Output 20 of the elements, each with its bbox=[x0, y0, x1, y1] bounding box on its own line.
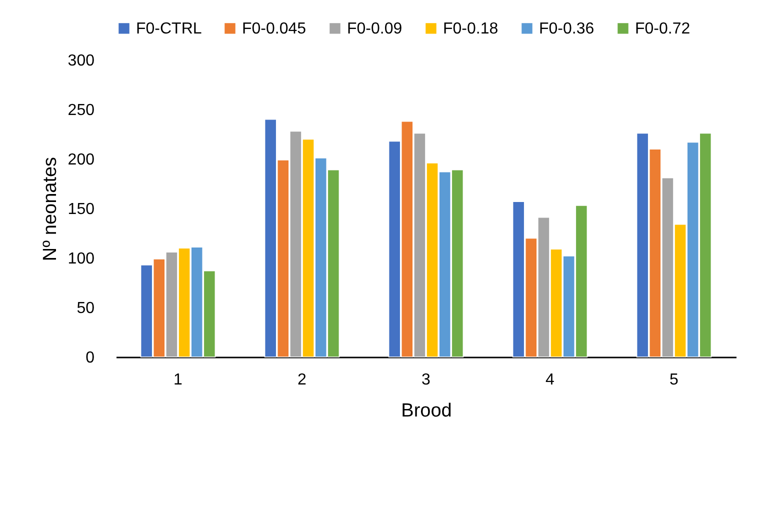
legend-label: F0-0.36 bbox=[539, 20, 594, 38]
y-tick-label: 250 bbox=[68, 102, 95, 119]
legend-label: F0-0.09 bbox=[347, 20, 402, 38]
y-tick-label: 50 bbox=[76, 300, 95, 317]
legend-label: F0-0.72 bbox=[635, 20, 690, 38]
y-tick-label: 200 bbox=[68, 152, 95, 168]
x-tick-label: 4 bbox=[546, 372, 555, 388]
x-tick-label: 3 bbox=[422, 372, 431, 388]
x-tick-label: 5 bbox=[670, 372, 679, 388]
y-tick-label: 100 bbox=[68, 250, 95, 268]
y-tick-label: 0 bbox=[86, 350, 95, 366]
legend-label: F0-0.045 bbox=[242, 20, 306, 38]
y-tick-label: 300 bbox=[68, 52, 95, 70]
x-axis-title: Brood bbox=[401, 400, 452, 422]
legend-label: F0-CTRL bbox=[136, 20, 202, 38]
legend-label: F0-0.18 bbox=[443, 20, 498, 38]
y-tick-label: 150 bbox=[68, 201, 95, 218]
y-axis-title: Nº neonates bbox=[40, 156, 61, 262]
x-tick-label: 1 bbox=[174, 372, 183, 388]
x-tick-label: 2 bbox=[298, 372, 307, 388]
